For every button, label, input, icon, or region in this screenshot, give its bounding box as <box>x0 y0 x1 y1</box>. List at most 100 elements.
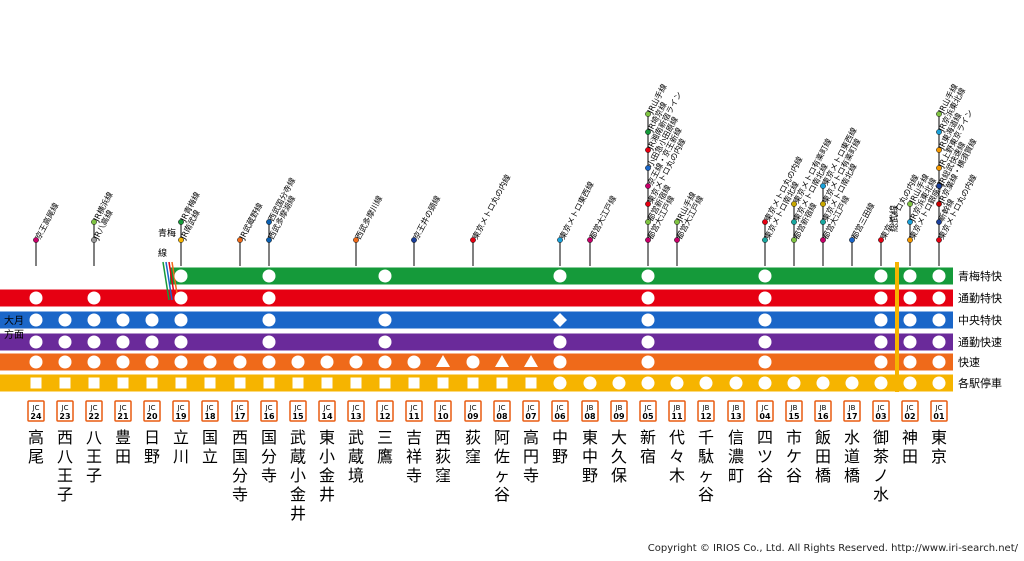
station-code-line: JC <box>498 404 506 412</box>
station-code-line: JC <box>381 404 389 412</box>
stop-cs <box>262 291 276 305</box>
station-name: 阿佐ヶ谷 <box>494 428 510 504</box>
stop-chs <box>932 313 946 327</box>
stop-chs <box>378 313 392 327</box>
stop-rapid <box>145 355 159 369</box>
station-code-line: JC <box>935 404 943 412</box>
transfer-marker <box>936 129 942 135</box>
station-code-number: 09 <box>467 412 479 421</box>
station-code-line: JC <box>761 404 769 412</box>
stop-rapid <box>320 355 334 369</box>
stop-markers <box>29 269 946 390</box>
transfer-marker <box>762 237 768 243</box>
station-code-line: JC <box>410 404 418 412</box>
transfer-marker <box>907 201 913 207</box>
stop-local <box>117 377 129 389</box>
transfer-marker <box>878 237 884 243</box>
station-code-number: 11 <box>408 412 420 421</box>
stop-local <box>758 376 772 390</box>
station-code-number: 21 <box>117 412 129 421</box>
stop-rapid <box>874 355 888 369</box>
stop-local <box>350 377 362 389</box>
stop-cr <box>874 335 888 349</box>
station-name: 飯田橋 <box>815 428 831 485</box>
stop-local <box>845 376 859 390</box>
band-cr <box>0 333 953 351</box>
transfer-marker <box>820 201 826 207</box>
transfer-marker <box>936 111 942 117</box>
transfer-marker <box>791 219 797 225</box>
station-name: 三鷹 <box>377 428 393 466</box>
transfer-marker <box>91 237 97 243</box>
station-name: 豊田 <box>115 428 131 466</box>
stop-rapid <box>758 355 772 369</box>
stop-chs <box>903 313 917 327</box>
station-name: 四ツ谷 <box>757 428 773 485</box>
stop-rapid <box>174 355 188 369</box>
transfer-marker <box>470 237 476 243</box>
stop-chs <box>145 313 159 327</box>
stop-rapid <box>553 355 567 369</box>
direction-label-2: 方面 <box>4 328 24 341</box>
station-code-line: JC <box>469 404 477 412</box>
station-code-number: 16 <box>817 412 829 421</box>
transfer-marker <box>645 129 651 135</box>
station-code-line: JC <box>61 404 69 412</box>
station-name: 東中野 <box>582 428 598 485</box>
stop-rapid <box>378 355 392 369</box>
stop-cr <box>553 335 567 349</box>
station-name: 高尾 <box>28 428 44 466</box>
transfer-marker <box>645 165 651 171</box>
stop-rapid <box>291 355 305 369</box>
branch-lines: 青梅線 総武線 <box>158 205 900 392</box>
transfer-line-label: 都営三田線 <box>849 201 877 241</box>
stop-cs <box>29 291 43 305</box>
station-name: 西八王子 <box>57 428 73 504</box>
station-code-line: JC <box>294 404 302 412</box>
stop-cs <box>641 291 655 305</box>
station-name: 日野 <box>144 428 160 466</box>
station-code-number: 07 <box>525 412 536 421</box>
station-code-number: 20 <box>146 412 158 421</box>
station-code-number: 17 <box>846 412 857 421</box>
stop-local <box>553 376 567 390</box>
service-bands <box>0 267 953 392</box>
transfer-line-label: 京王高尾線 <box>33 201 61 241</box>
station-name: 西国分寺 <box>232 428 248 504</box>
stop-cr <box>758 335 772 349</box>
station-code-number: 13 <box>350 412 361 421</box>
transfer-marker <box>936 183 942 189</box>
stop-rapid <box>495 355 509 367</box>
station-name: 吉祥寺 <box>406 428 422 485</box>
station-code-number: 12 <box>379 412 390 421</box>
stop-cr <box>932 335 946 349</box>
station-code-line: JC <box>644 404 652 412</box>
stop-local <box>583 376 597 390</box>
station-name: 市ケ谷 <box>786 428 802 485</box>
station-name: 中野 <box>552 428 568 466</box>
copyright-text: Copyright © IRIOS Co., Ltd. All Rights R… <box>648 543 1019 554</box>
transfer-line-label: 都営大江戸線 <box>587 194 618 241</box>
station-code-number: 10 <box>437 412 449 421</box>
stop-cr <box>116 335 130 349</box>
stop-ome <box>903 269 917 283</box>
station-code-number: 15 <box>788 412 800 421</box>
service-label-local: 各駅停車 <box>958 376 1002 390</box>
station-labels: JC24高尾JC23西八王子JC22八王子JC21豊田JC20日野JC19立川J… <box>27 400 948 523</box>
stop-local <box>612 376 626 390</box>
stop-cs <box>174 291 188 305</box>
